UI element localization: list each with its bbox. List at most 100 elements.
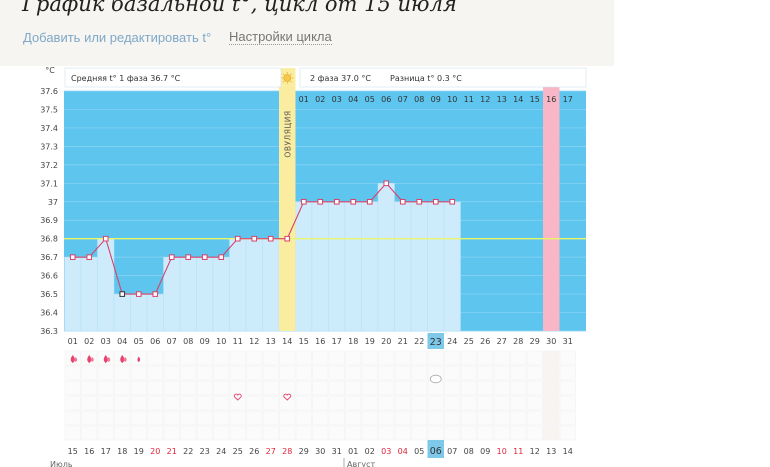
symptom-cell[interactable] [196,425,213,441]
symptom-cell[interactable] [163,365,180,381]
symptom-cell[interactable] [279,425,296,441]
symptom-cell[interactable] [147,425,164,441]
symptom-cell[interactable] [493,350,510,366]
symptom-cell[interactable] [394,350,411,366]
symptom-cell[interactable] [147,410,164,426]
symptom-cell[interactable] [526,380,543,396]
symptom-cell[interactable] [81,395,98,411]
symptom-cell[interactable] [229,380,246,396]
symptom-cell[interactable] [246,380,263,396]
symptom-cell[interactable] [543,365,560,381]
symptom-cell[interactable] [378,380,395,396]
temperature-point[interactable] [399,198,406,205]
symptom-cell[interactable] [477,365,494,381]
symptom-cell[interactable] [229,395,246,411]
symptom-cell[interactable] [411,395,428,411]
temperature-point[interactable] [152,291,159,297]
symptom-cell[interactable] [378,350,395,366]
symptom-cell[interactable] [196,410,213,426]
temperature-point[interactable] [185,254,192,260]
symptom-cell[interactable] [477,410,494,426]
temperature-point[interactable] [135,291,142,297]
symptom-cell[interactable] [180,365,197,381]
symptom-cell[interactable] [246,350,263,366]
symptom-cell[interactable] [526,425,543,441]
symptom-cell[interactable] [493,380,510,396]
symptom-cell[interactable] [196,350,213,366]
temperature-point[interactable] [168,254,175,260]
symptom-cell[interactable] [345,410,362,426]
symptom-cell[interactable] [345,350,362,366]
symptom-cell[interactable] [411,425,428,441]
symptom-cell[interactable] [97,380,114,396]
symptom-cell[interactable] [427,395,444,411]
symptom-cell[interactable] [477,350,494,366]
symptom-cell[interactable] [444,425,461,441]
symptom-cell[interactable] [312,380,329,396]
symptom-cell[interactable] [130,410,147,426]
symptom-cell[interactable] [246,365,263,381]
symptom-cell[interactable] [114,395,131,411]
temperature-point[interactable] [449,198,456,205]
symptom-cell[interactable] [361,380,378,396]
symptom-cell[interactable] [114,425,131,441]
symptom-cell[interactable] [213,425,230,441]
symptom-cell[interactable] [543,350,560,366]
symptom-cell[interactable] [526,365,543,381]
symptom-cell[interactable] [559,365,576,381]
symptom-cell[interactable] [130,395,147,411]
symptom-cell[interactable] [345,425,362,441]
symptom-cell[interactable] [510,380,527,396]
symptom-cell[interactable] [147,365,164,381]
symptom-cell[interactable] [411,410,428,426]
symptom-cell[interactable] [81,365,98,381]
temperature-point[interactable] [432,198,439,205]
symptom-cell[interactable] [196,395,213,411]
symptom-cell[interactable] [559,425,576,441]
symptom-cell[interactable] [477,395,494,411]
symptom-cell[interactable] [97,395,114,411]
symptom-cell[interactable] [213,410,230,426]
symptom-cell[interactable] [493,410,510,426]
symptom-cell[interactable] [444,380,461,396]
symptom-cell[interactable] [493,425,510,441]
temperature-point[interactable] [69,254,76,260]
symptom-cell[interactable] [312,410,329,426]
symptom-cell[interactable] [328,410,345,426]
symptom-cell[interactable] [394,380,411,396]
symptom-cell[interactable] [213,365,230,381]
symptom-cell[interactable] [460,410,477,426]
temperature-point[interactable] [234,235,241,242]
symptom-cell[interactable] [262,410,279,426]
temperature-point[interactable] [267,235,274,242]
symptom-cell[interactable] [295,380,312,396]
symptom-cell[interactable] [180,350,197,366]
symptom-cell[interactable] [295,395,312,411]
symptom-cell[interactable] [460,380,477,396]
symptom-cell[interactable] [444,350,461,366]
symptom-cell[interactable] [213,395,230,411]
symptom-cell[interactable] [493,365,510,381]
symptom-cell[interactable] [262,380,279,396]
temperature-point[interactable] [366,198,373,205]
symptom-cell[interactable] [361,350,378,366]
temperature-point[interactable] [383,180,390,187]
symptom-cell[interactable] [361,365,378,381]
symptom-cell[interactable] [328,425,345,441]
symptom-cell[interactable] [427,425,444,441]
symptom-cell[interactable] [411,350,428,366]
symptom-cell[interactable] [312,350,329,366]
symptom-cell[interactable] [427,410,444,426]
symptom-cell[interactable] [394,410,411,426]
symptom-cell[interactable] [114,380,131,396]
symptom-cell[interactable] [526,350,543,366]
symptom-cell[interactable] [81,380,98,396]
symptom-cell[interactable] [213,380,230,396]
symptom-cell[interactable] [543,425,560,441]
symptom-cell[interactable] [559,395,576,411]
symptom-cell[interactable] [460,425,477,441]
symptom-cell[interactable] [295,365,312,381]
symptom-cell[interactable] [147,395,164,411]
symptom-cell[interactable] [378,395,395,411]
symptom-cell[interactable] [114,410,131,426]
